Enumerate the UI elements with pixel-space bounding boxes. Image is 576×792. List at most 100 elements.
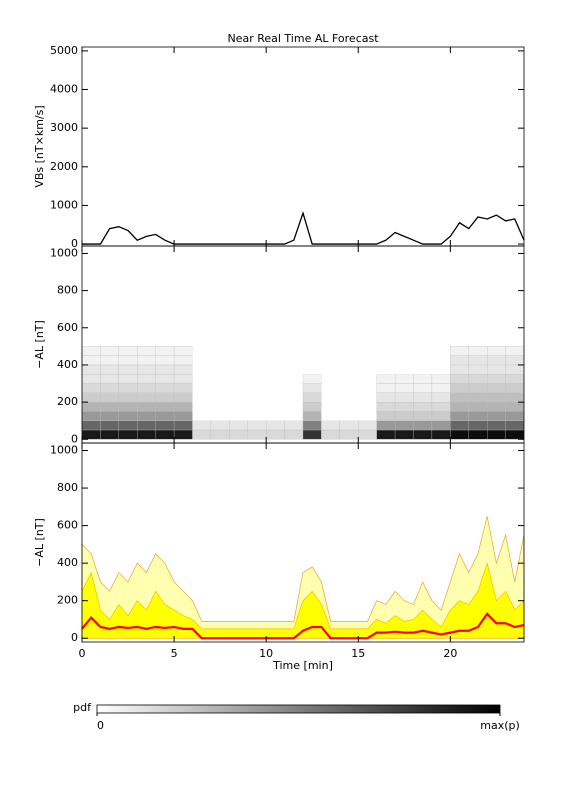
- pdf-cell: [487, 374, 506, 384]
- pdf-cell: [376, 364, 396, 375]
- pdf-cell: [118, 392, 138, 403]
- pdf-cell: [210, 429, 230, 440]
- pdf-cell: [137, 401, 156, 412]
- pdf-cell: [266, 411, 285, 421]
- pdf-cell: [247, 402, 267, 412]
- pdf-cell: [302, 429, 322, 440]
- pdf-cell: [302, 383, 322, 393]
- pdf-cell: [487, 420, 506, 431]
- colorbar-tick-label: max(p): [480, 719, 520, 732]
- pdf-cell: [100, 374, 119, 384]
- pdf-cell: [137, 364, 156, 375]
- pdf-cell: [155, 401, 175, 412]
- pdf-cell: [81, 383, 101, 393]
- pdf-cell: [247, 429, 267, 440]
- pdf-cell: [229, 429, 248, 440]
- pdf-cell: [173, 383, 193, 393]
- pdf-cell: [284, 411, 303, 421]
- pdf-cell: [431, 429, 451, 440]
- pdf-cell: [266, 392, 285, 403]
- pdf-cell: [173, 411, 193, 421]
- y-tick-label: 2000: [50, 160, 78, 173]
- pdf-cell: [284, 420, 304, 431]
- pdf-cell: [210, 346, 230, 356]
- pdf-cell: [284, 429, 304, 440]
- pdf-cell: [505, 364, 525, 375]
- pdf-cell: [376, 346, 396, 356]
- pdf-cell: [81, 346, 101, 356]
- pdf-cell: [487, 411, 506, 421]
- pdf-cell: [394, 392, 414, 403]
- pdf-cell: [450, 364, 469, 375]
- pdf-cell: [155, 411, 175, 421]
- pdf-cell: [358, 383, 377, 393]
- pdf-cell: [358, 420, 377, 431]
- pdf-cell: [358, 429, 377, 440]
- pdf-cell: [229, 392, 248, 403]
- pdf-cell: [358, 411, 377, 421]
- pdf-cell: [431, 355, 451, 365]
- pdf-cell: [81, 401, 101, 412]
- pdf-cell: [100, 420, 119, 431]
- pdf-cell: [229, 420, 248, 431]
- pdf-cell: [137, 420, 156, 431]
- pdf-cell: [302, 420, 322, 431]
- pdf-cell: [266, 346, 285, 356]
- colorbar: [96, 704, 501, 714]
- pdf-cell: [100, 364, 119, 375]
- pdf-cell: [505, 392, 525, 403]
- pdf-cell: [376, 383, 396, 393]
- pdf-cell: [210, 420, 230, 431]
- y-tick-label: 0: [71, 432, 78, 445]
- pdf-cell: [81, 429, 101, 440]
- pdf-cell: [81, 411, 101, 421]
- pdf-cell: [505, 420, 525, 431]
- pdf-cell: [413, 346, 432, 356]
- pdf-cell: [266, 383, 285, 393]
- pdf-cell: [431, 411, 451, 421]
- pdf-cell: [100, 346, 119, 356]
- pdf-cell: [302, 401, 322, 412]
- x-axis-label: Time [min]: [272, 659, 333, 672]
- pdf-cell: [284, 402, 303, 412]
- pdf-cell: [210, 383, 230, 393]
- pdf-cell: [247, 374, 267, 384]
- pdf-cell: [358, 355, 377, 365]
- pdf-cell: [468, 420, 488, 431]
- pdf-cell: [321, 420, 340, 431]
- median-line: [81, 612, 525, 640]
- pdf-cell: [192, 364, 211, 375]
- y-tick-label: 600: [57, 321, 78, 334]
- data-line: [82, 211, 525, 245]
- pdf-cell: [321, 364, 340, 375]
- pdf-cell: [339, 346, 359, 356]
- pdf-cell: [284, 383, 303, 393]
- colorbar-tick-label: 0: [97, 719, 104, 732]
- pdf-cell: [210, 411, 230, 421]
- chart-title: Near Real Time AL Forecast: [227, 32, 379, 45]
- pdf-cell: [155, 355, 175, 366]
- y-axis-label: −AL [nT]: [33, 518, 46, 567]
- pdf-cell: [321, 355, 340, 365]
- pdf-cell: [284, 392, 303, 403]
- pdf-cell: [395, 364, 414, 375]
- plot-frame: [81, 442, 525, 643]
- pdf-cell: [413, 411, 433, 421]
- pdf-cell: [229, 402, 248, 412]
- pdf-cell: [450, 355, 469, 366]
- pdf-cell: [81, 392, 101, 403]
- pdf-cell: [266, 420, 285, 431]
- pdf-cell: [376, 420, 396, 431]
- pdf-cell: [173, 364, 193, 375]
- pdf-cell: [358, 374, 377, 384]
- pdf-cell: [394, 383, 414, 393]
- pdf-cell: [118, 420, 138, 431]
- pdf-cell: [247, 346, 267, 356]
- pdf-cell: [210, 374, 230, 384]
- pdf-cell: [100, 392, 119, 403]
- y-axis-label: VBs [nT×km/s]: [33, 105, 46, 187]
- pdf-cell: [376, 374, 396, 384]
- pdf-cell: [192, 355, 211, 365]
- pdf-cell: [100, 411, 119, 421]
